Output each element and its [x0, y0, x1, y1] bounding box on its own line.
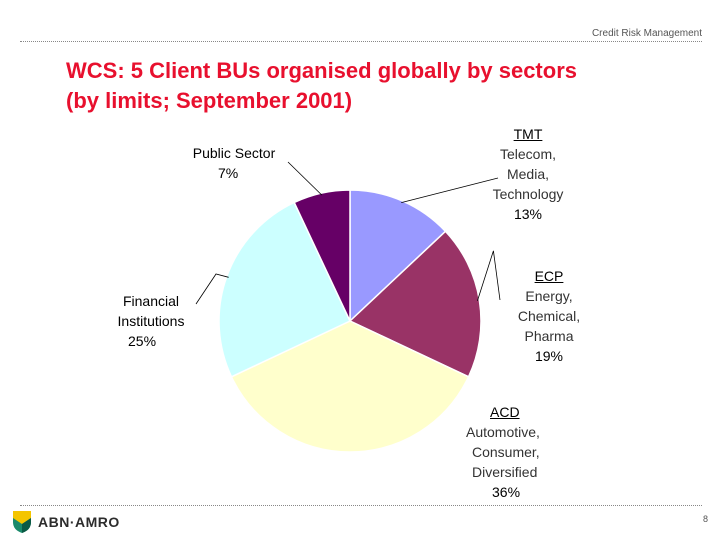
page-number: 8: [702, 514, 708, 524]
label-ecp: ECP Energy, Chemical, Pharma 19%: [504, 266, 594, 366]
logo-wordmark: ABN·AMRO: [38, 514, 120, 530]
footer-divider: [20, 505, 702, 506]
label-ps-value: 7%: [218, 165, 239, 181]
label-tmt-desc-3: Technology: [492, 186, 564, 202]
header-divider: [20, 41, 702, 42]
pie-slice-ecp: [348, 230, 482, 378]
shield-logo-icon: [13, 511, 31, 533]
label-tmt-name: TMT: [513, 126, 543, 142]
label-tmt-value: 13%: [513, 206, 543, 222]
leader-line-tmt: [401, 177, 499, 203]
label-acd-desc-3: Diversified: [472, 464, 538, 480]
label-ecp-name: ECP: [534, 268, 564, 284]
label-tmt: TMT Telecom, Media, Technology 13%: [478, 124, 578, 224]
title-line-1: WCS: 5 Client BUs organised globally by …: [66, 58, 577, 83]
label-fi-value: 25%: [128, 333, 157, 349]
label-ps-name: Public Sector: [192, 145, 276, 161]
leader-line-ecp: [477, 250, 501, 301]
label-acd-name: ACD: [490, 404, 520, 420]
label-fi-name: Financial Institutions: [117, 293, 185, 329]
slide-title: WCS: 5 Client BUs organised globally by …: [66, 56, 706, 116]
label-acd: ACD Automotive, Consumer, Diversified 36…: [466, 402, 552, 502]
label-ecp-desc-1: Energy,: [525, 288, 573, 304]
label-acd-desc-1: Automotive,: [466, 424, 540, 440]
pie-slice-tmt: [349, 189, 447, 323]
label-ecp-value: 19%: [534, 348, 564, 364]
label-acd-desc-2: Consumer,: [472, 444, 540, 460]
label-ecp-desc-2: Chemical,: [517, 308, 581, 324]
label-acd-value: 36%: [492, 484, 521, 500]
title-line-2: (by limits; September 2001): [66, 88, 353, 113]
pie-slice-acd: [230, 320, 470, 453]
abn-amro-logo: ABN·AMRO: [12, 508, 120, 536]
label-financial-institutions: Financial Institutions 25%: [104, 291, 198, 351]
label-public-sector: Public Sector 7%: [178, 143, 290, 183]
leader-line-public-sector: [287, 161, 323, 196]
leader-line-financial-institutions: [195, 273, 229, 305]
label-ecp-desc-3: Pharma: [524, 328, 574, 344]
header-text: Credit Risk Management: [591, 28, 702, 39]
label-tmt-desc-1: Telecom,: [499, 146, 557, 162]
label-tmt-desc-2: Media,: [506, 166, 550, 182]
pie-slice-public-sector: [293, 189, 351, 322]
